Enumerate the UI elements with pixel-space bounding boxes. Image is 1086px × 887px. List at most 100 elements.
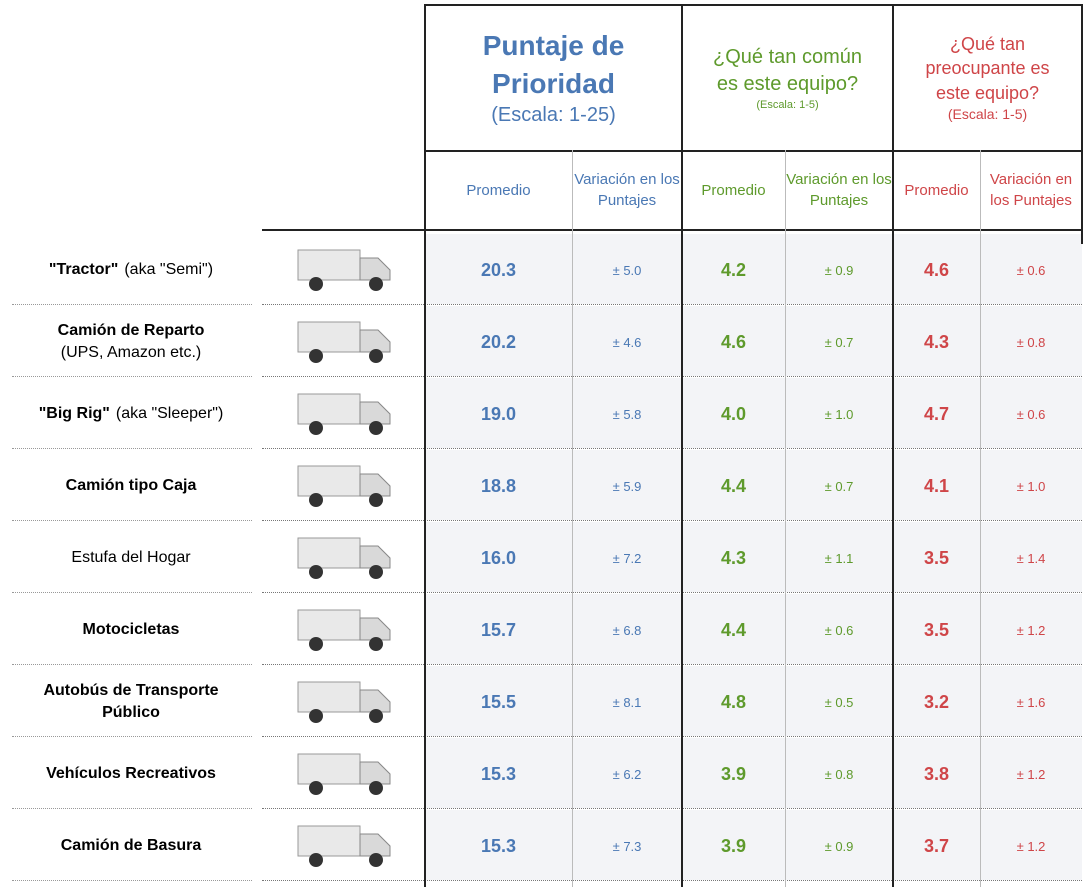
cell-value: 15.5: [425, 666, 572, 738]
cell-value: ± 0.7: [785, 450, 893, 522]
cell-value: 3.2: [893, 666, 980, 738]
group-border: [681, 4, 683, 887]
cell-value: 16.0: [425, 522, 572, 594]
subheader: Promedio: [682, 150, 785, 230]
row-label: Autobús de Transporte Público: [0, 666, 262, 738]
row-label: "Big Rig" (aka "Sleeper"): [0, 378, 262, 450]
subheader: Promedio: [425, 150, 572, 230]
row-label-part: (aka "Sleeper"): [116, 403, 223, 425]
header-border: [425, 150, 1082, 152]
subheader: Promedio: [893, 150, 980, 230]
vehicle-image: [290, 742, 400, 802]
row-label: Vehículos Recreativos: [0, 738, 262, 810]
cell-value: ± 5.8: [572, 378, 682, 450]
cell-value: ± 0.8: [785, 738, 893, 810]
cell-value: ± 1.2: [980, 810, 1082, 882]
row-label-part: "Big Rig": [39, 403, 110, 425]
group-scale: (Escala: 1-5): [756, 98, 818, 113]
cell-value: ± 4.6: [572, 306, 682, 378]
cell-value: 4.8: [682, 666, 785, 738]
cell-value: 4.0: [682, 378, 785, 450]
cell-value: 3.9: [682, 810, 785, 882]
row-divider: [12, 448, 252, 449]
group-scale: (Escala: 1-5): [948, 105, 1027, 124]
cell-value: 4.7: [893, 378, 980, 450]
cell-value: ± 1.1: [785, 522, 893, 594]
vehicle-image: [290, 598, 400, 658]
cell-value: ± 1.4: [980, 522, 1082, 594]
page: Puntaje de Prioridad(Escala: 1-25)¿Qué t…: [0, 0, 1086, 887]
cell-value: 4.1: [893, 450, 980, 522]
row-divider: [12, 808, 252, 809]
row-label-part: "Tractor": [49, 259, 118, 281]
row-divider: [262, 376, 1082, 377]
row-divider: [12, 520, 252, 521]
cell-value: ± 0.5: [785, 666, 893, 738]
cell-value: 3.9: [682, 738, 785, 810]
cell-value: ± 0.7: [785, 306, 893, 378]
cell-value: 3.5: [893, 594, 980, 666]
group-title: ¿Qué tan común es este equipo?: [682, 44, 893, 98]
vehicle-image: [290, 310, 400, 370]
vehicle-image: [290, 454, 400, 514]
cell-value: 15.3: [425, 810, 572, 882]
row-label-part: Vehículos Recreativos: [46, 763, 216, 785]
row-divider: [262, 592, 1082, 593]
cell-value: 3.5: [893, 522, 980, 594]
header-border: [262, 229, 1082, 231]
row-divider: [12, 880, 252, 881]
column-divider: [785, 150, 786, 887]
cell-value: ± 0.8: [980, 306, 1082, 378]
cell-value: 18.8: [425, 450, 572, 522]
row-label-part: Estufa del Hogar: [71, 547, 190, 569]
row-divider: [262, 880, 1082, 881]
cell-value: 4.3: [893, 306, 980, 378]
row-label: Motocicletas: [0, 594, 262, 666]
cell-value: ± 1.0: [785, 378, 893, 450]
cell-value: ± 5.9: [572, 450, 682, 522]
row-label-part: Camión tipo Caja: [66, 475, 197, 497]
cell-value: ± 5.0: [572, 234, 682, 306]
row-divider: [12, 592, 252, 593]
row-divider: [262, 520, 1082, 521]
group-border: [424, 4, 426, 887]
group-header: ¿Qué tan preocupante es este equipo?(Esc…: [893, 6, 1082, 150]
row-label: Camión de Basura: [0, 810, 262, 882]
row-label-part: Autobús de Transporte Público: [15, 680, 247, 725]
row-label-part: (UPS, Amazon etc.): [61, 342, 202, 364]
row-label-part: Motocicletas: [83, 619, 180, 641]
group-title: ¿Qué tan preocupante es este equipo?: [893, 32, 1082, 105]
header-border: [425, 4, 1082, 6]
vehicle-image: [290, 670, 400, 730]
row-label-part: Camión de Reparto: [58, 320, 205, 342]
cell-value: 20.3: [425, 234, 572, 306]
column-divider: [980, 150, 981, 887]
cell-value: ± 0.6: [980, 378, 1082, 450]
cell-value: ± 6.8: [572, 594, 682, 666]
group-title: Puntaje de Prioridad: [425, 27, 682, 103]
cell-value: 20.2: [425, 306, 572, 378]
vehicle-image: [290, 238, 400, 298]
vehicle-image: [290, 814, 400, 874]
column-divider: [572, 150, 573, 887]
cell-value: 4.6: [682, 306, 785, 378]
cell-value: ± 1.6: [980, 666, 1082, 738]
cell-value: 15.3: [425, 738, 572, 810]
vehicle-image: [290, 526, 400, 586]
row-label: Camión tipo Caja: [0, 450, 262, 522]
subheader: Variación en los Puntajes: [785, 150, 893, 230]
cell-value: ± 1.2: [980, 594, 1082, 666]
group-header: ¿Qué tan común es este equipo?(Escala: 1…: [682, 6, 893, 150]
cell-value: ± 1.0: [980, 450, 1082, 522]
cell-value: 19.0: [425, 378, 572, 450]
cell-value: ± 8.1: [572, 666, 682, 738]
cell-value: ± 7.2: [572, 522, 682, 594]
vehicle-image: [290, 382, 400, 442]
cell-value: ± 7.3: [572, 810, 682, 882]
cell-value: 15.7: [425, 594, 572, 666]
row-divider: [12, 664, 252, 665]
cell-value: 4.4: [682, 594, 785, 666]
subheader: Variación en los Puntajes: [572, 150, 682, 230]
row-divider: [12, 736, 252, 737]
cell-value: ± 1.2: [980, 738, 1082, 810]
